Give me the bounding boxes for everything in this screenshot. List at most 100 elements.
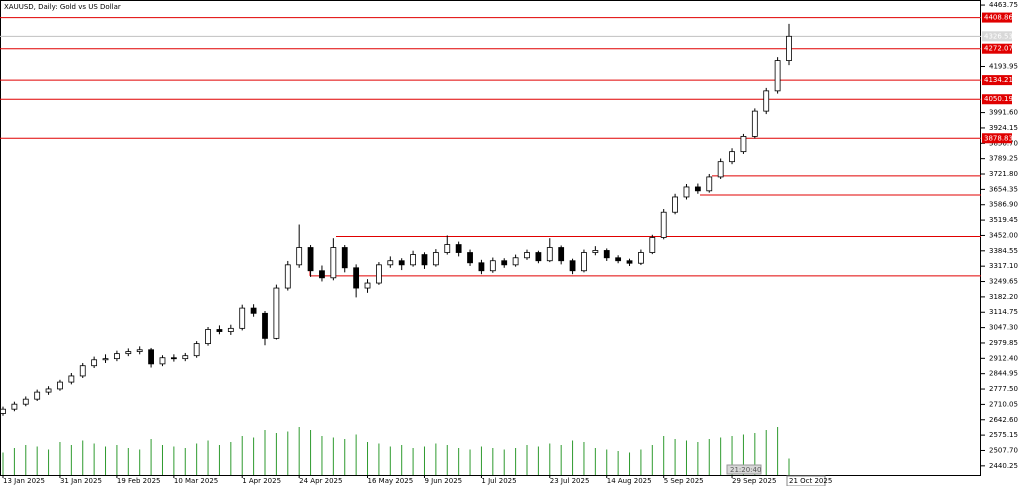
candle-body bbox=[284, 264, 291, 289]
candle-body bbox=[262, 312, 268, 339]
candle-body bbox=[34, 391, 41, 400]
y-tick-label: 3182.20 bbox=[989, 293, 1018, 301]
y-tick-label: 3452.00 bbox=[989, 231, 1018, 239]
plot-frame bbox=[0, 0, 981, 476]
level-label: 3878.83 bbox=[984, 134, 1013, 142]
candle-body bbox=[740, 135, 747, 153]
candle-body bbox=[170, 357, 177, 360]
candle-body bbox=[524, 252, 530, 259]
candle-body bbox=[558, 247, 565, 262]
candle-body bbox=[353, 267, 360, 289]
y-tick-label: 2844.95 bbox=[989, 370, 1018, 378]
x-tick-label: 9 Jun 2025 bbox=[424, 477, 462, 485]
candle-body bbox=[569, 260, 576, 272]
y-tick-label: 3586.90 bbox=[989, 201, 1018, 209]
candle-body bbox=[649, 237, 656, 253]
candle-body bbox=[79, 365, 86, 377]
y-tick-label: 3991.60 bbox=[989, 109, 1018, 117]
y-tick-label: 3789.25 bbox=[989, 155, 1018, 163]
y-tick-label: 2979.85 bbox=[989, 339, 1018, 347]
candle-body bbox=[68, 375, 75, 383]
current-price-box bbox=[982, 31, 1012, 42]
candle-body bbox=[706, 176, 713, 192]
level-label: 4272.07 bbox=[984, 45, 1013, 53]
candle-body bbox=[626, 260, 633, 264]
level-label-box bbox=[982, 75, 1012, 86]
y-tick-label: 3654.35 bbox=[989, 185, 1018, 193]
candle-body bbox=[319, 270, 325, 279]
y-tick-label: 2777.50 bbox=[989, 385, 1018, 393]
x-tick-label: 23 Jul 2025 bbox=[550, 477, 590, 485]
candle-body bbox=[603, 250, 610, 259]
y-tick-label: 2440.25 bbox=[989, 462, 1018, 470]
y-tick-label: 4193.95 bbox=[989, 63, 1018, 71]
x-tick-label: 16 May 2025 bbox=[368, 477, 414, 485]
candle-body bbox=[182, 355, 189, 360]
candle-body bbox=[672, 196, 678, 213]
candle-body bbox=[478, 262, 485, 272]
x-tick-label: 19 Feb 2025 bbox=[117, 477, 161, 485]
candle-body bbox=[763, 90, 770, 112]
y-tick-label: 4463.75 bbox=[989, 1, 1018, 9]
candle-body bbox=[11, 403, 18, 410]
candle-body bbox=[22, 398, 29, 405]
level-label-box bbox=[982, 43, 1012, 54]
candle-body bbox=[193, 343, 200, 357]
candle-body bbox=[717, 161, 724, 178]
candle-body bbox=[444, 244, 451, 253]
candle-body bbox=[546, 247, 553, 262]
candle-body bbox=[660, 211, 667, 238]
candle-body bbox=[410, 254, 416, 266]
candle-body bbox=[638, 252, 644, 264]
x-tick-label: 1 Jul 2025 bbox=[481, 477, 516, 485]
level-label: 4134.21 bbox=[984, 76, 1013, 84]
timer: 21:20:40 bbox=[730, 466, 761, 474]
candle-body bbox=[148, 349, 154, 365]
candle-body bbox=[250, 307, 257, 314]
candle-body bbox=[159, 357, 166, 365]
y-tick-label: 3519.45 bbox=[989, 216, 1018, 224]
candle-body bbox=[296, 247, 303, 266]
candle-body bbox=[729, 151, 735, 163]
candle-body bbox=[432, 252, 439, 266]
candle-body bbox=[489, 260, 496, 272]
candle-body bbox=[364, 282, 371, 289]
candle-body bbox=[786, 35, 792, 61]
candle-body bbox=[467, 252, 473, 264]
x-tick-label: 24 Apr 2025 bbox=[299, 477, 342, 485]
candle-body bbox=[57, 381, 63, 390]
x-tick-label: 21 Oct 2025 bbox=[789, 477, 832, 485]
candle-body bbox=[330, 247, 337, 279]
y-tick-label: 2642.60 bbox=[989, 416, 1018, 424]
candle-body bbox=[273, 287, 280, 339]
candle-body bbox=[239, 307, 246, 329]
x-label-box bbox=[786, 475, 826, 486]
y-tick-label: 3047.30 bbox=[989, 324, 1018, 332]
y-tick-label: 3856.70 bbox=[989, 139, 1018, 147]
level-label-box bbox=[982, 133, 1012, 144]
y-tick-label: 2507.70 bbox=[989, 446, 1018, 454]
y-tick-label: 2575.15 bbox=[989, 431, 1018, 439]
level-label: 4408.86 bbox=[984, 14, 1013, 22]
y-tick-label: 3924.15 bbox=[989, 124, 1018, 132]
x-tick-label: 31 Jan 2025 bbox=[60, 477, 102, 485]
candle-body bbox=[45, 388, 52, 393]
candle-body bbox=[205, 329, 211, 345]
candle-body bbox=[227, 327, 234, 332]
chart-title: XAUUSD, Daily: Gold vs US Dollar bbox=[4, 3, 121, 11]
x-tick-label: 10 Mar 2025 bbox=[174, 477, 218, 485]
candle-body bbox=[114, 353, 120, 360]
candle-body bbox=[615, 257, 622, 262]
candle-body bbox=[136, 349, 143, 352]
level-label-box bbox=[982, 94, 1012, 105]
candle-body bbox=[501, 260, 508, 266]
candle-body bbox=[125, 351, 132, 355]
candle-body bbox=[307, 247, 314, 272]
candle-body bbox=[694, 186, 701, 192]
candle-body bbox=[751, 110, 758, 137]
candle-body bbox=[341, 247, 348, 269]
candle-body bbox=[512, 257, 519, 266]
candle-body bbox=[216, 329, 223, 332]
